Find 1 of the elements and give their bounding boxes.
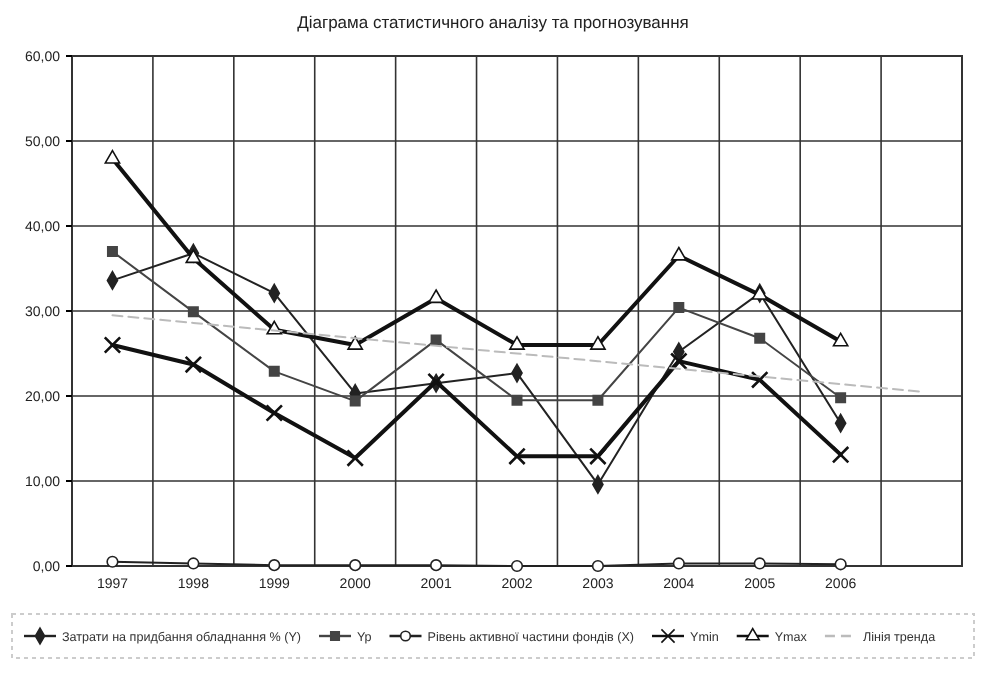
chart-title: Діаграма статистичного аналізу та прогнозування	[297, 12, 690, 32]
